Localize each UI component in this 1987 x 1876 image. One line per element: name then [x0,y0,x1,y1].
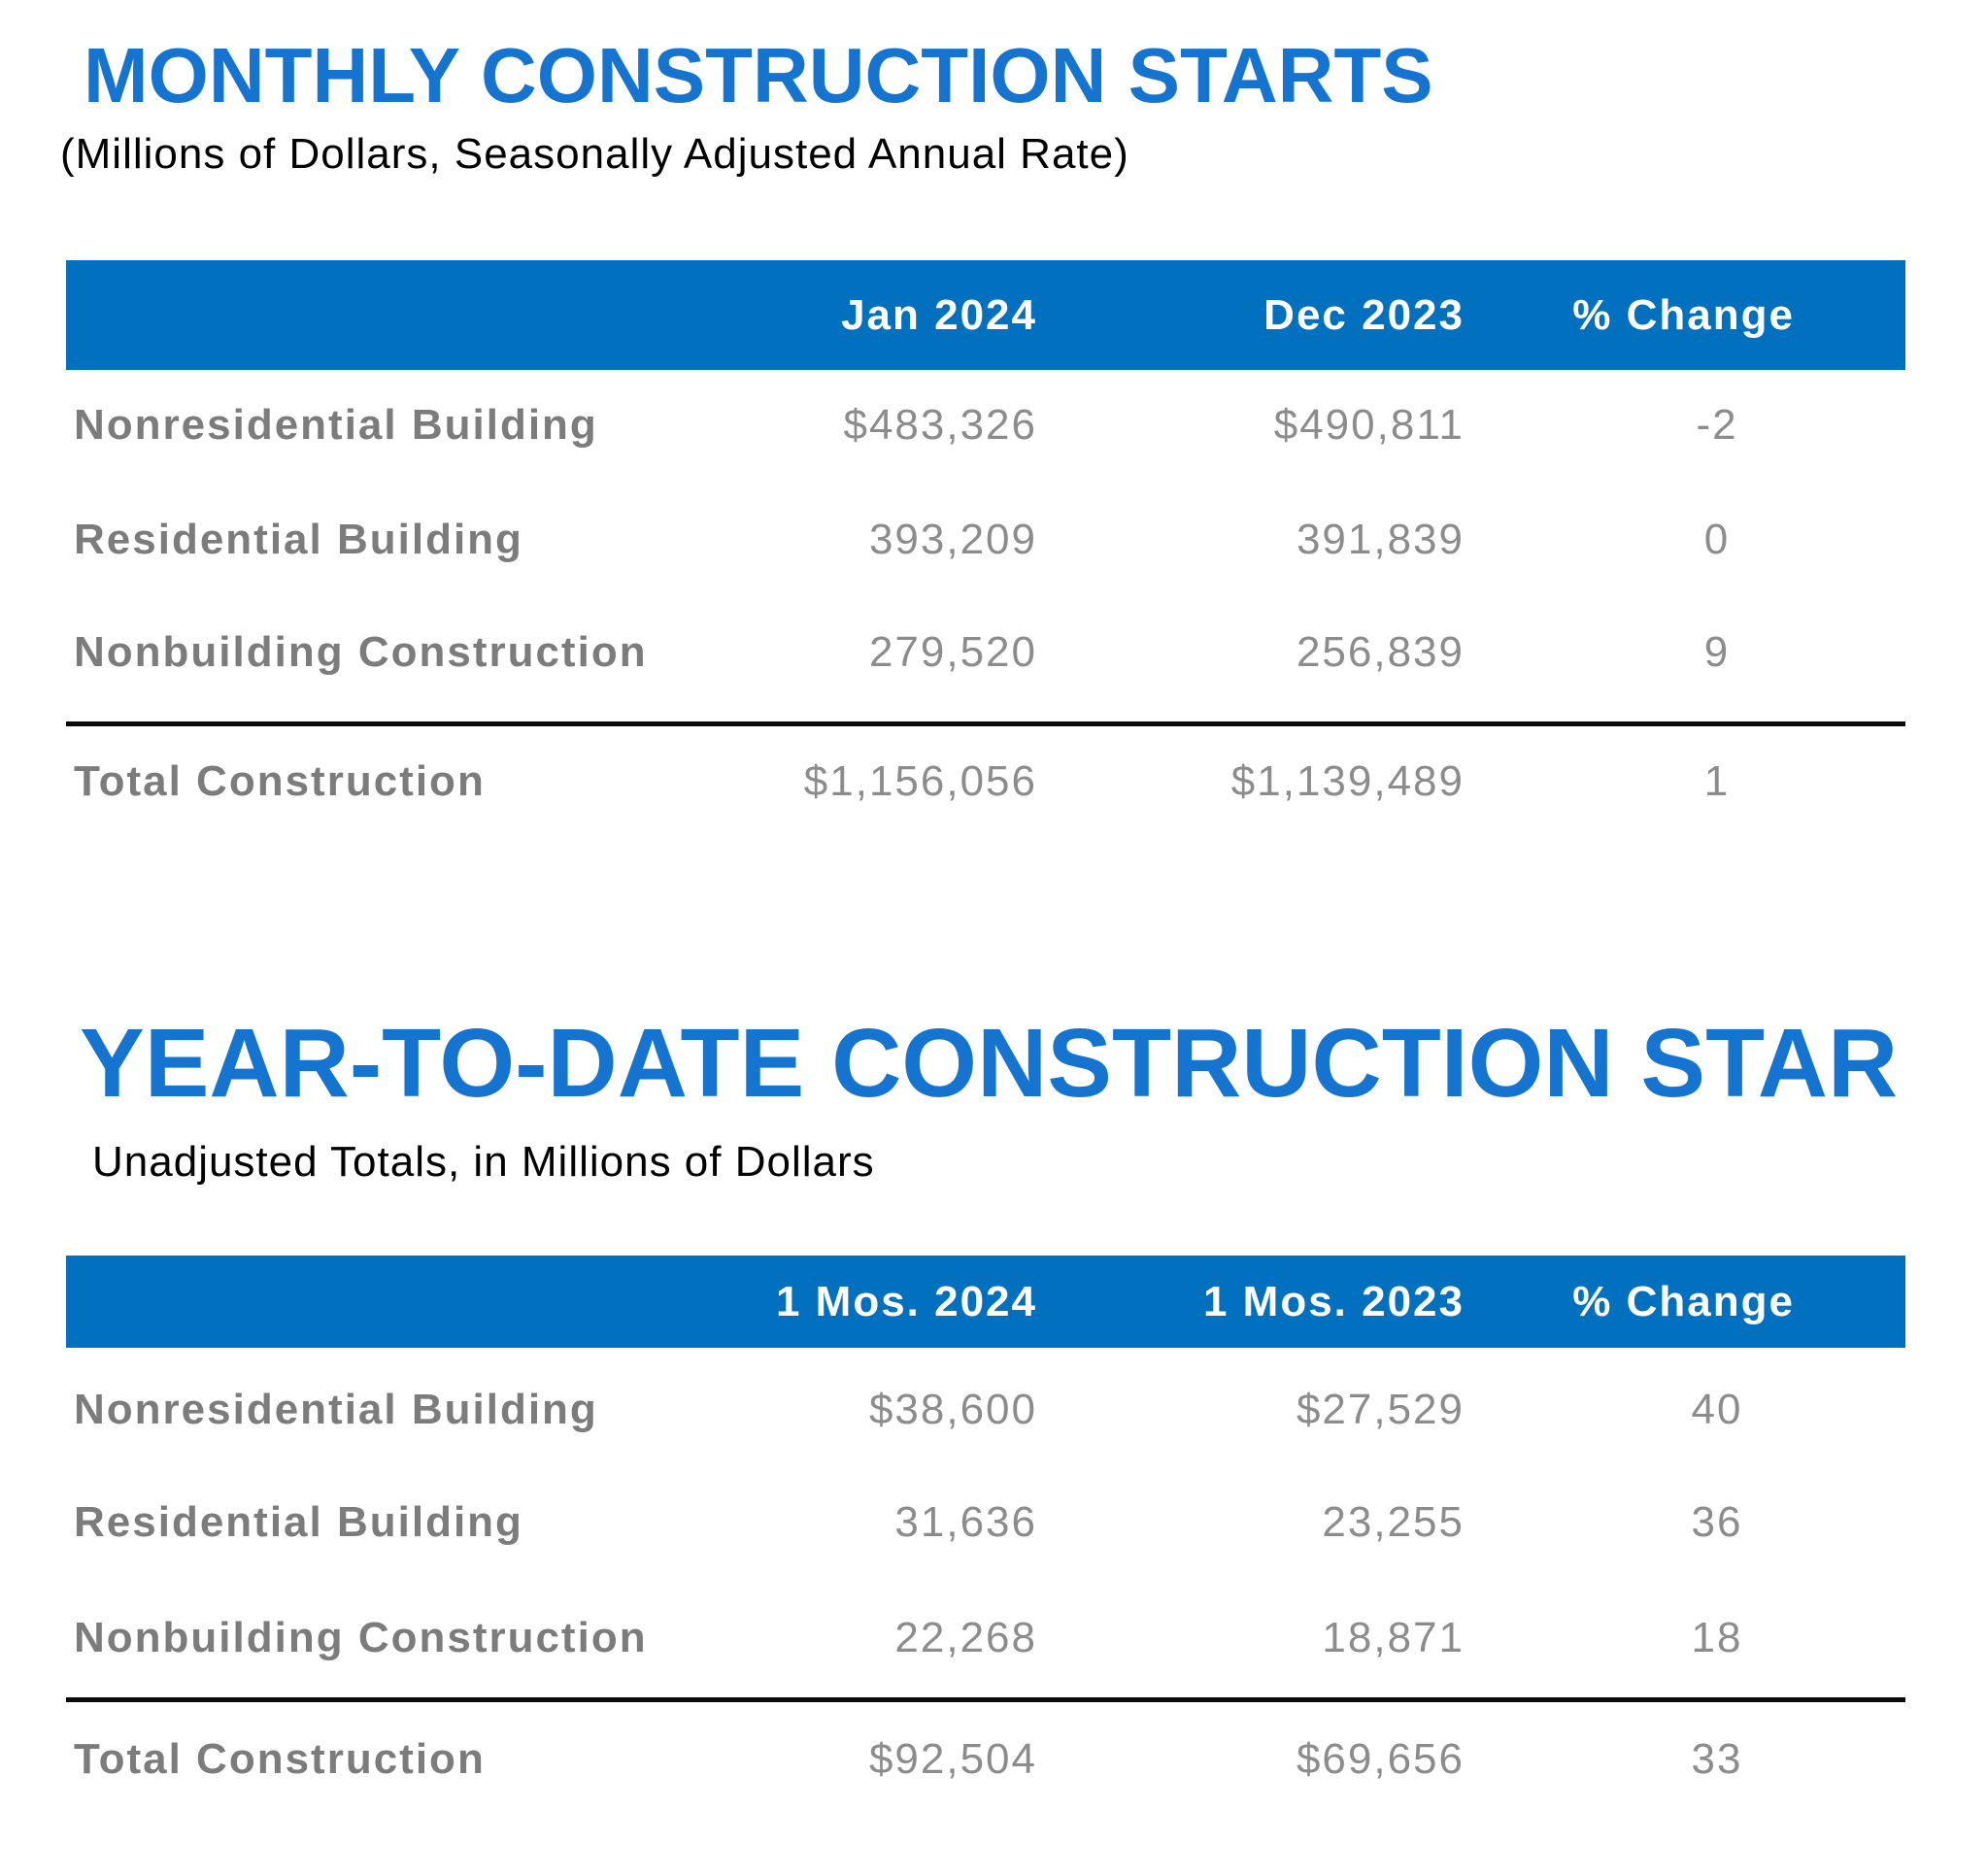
ytd-title: YEAR-TO-DATE CONSTRUCTION STAR [80,1009,1899,1118]
row-pct-change: 36 [1691,1498,1743,1546]
table-row: Nonbuilding Construction 22,268 18,871 1… [66,1611,1905,1665]
row-pct-change: 0 [1703,516,1731,563]
row-current-value: $483,326 [843,401,1037,449]
total-current-value: $92,504 [868,1735,1037,1783]
table-row: Nonbuilding Construction 279,520 256,839… [66,625,1905,680]
total-label: Total Construction [74,1735,486,1783]
monthly-title: MONTHLY CONSTRUCTION STARTS [84,32,1433,118]
row-label: Residential Building [74,516,523,563]
row-label: Nonbuilding Construction [74,628,648,676]
row-pct-change: 40 [1691,1386,1743,1433]
total-row: Total Construction $1,156,056 $1,139,489… [66,754,1905,809]
row-current-value: $38,600 [868,1386,1037,1433]
total-pct-change: 1 [1703,757,1731,805]
row-label: Nonresidential Building [74,401,598,449]
ytd-subtitle: Unadjusted Totals, in Millions of Dollar… [92,1138,875,1186]
table-row: Nonresidential Building $483,326 $490,81… [66,398,1905,452]
monthly-col-previous: Dec 2023 [1263,291,1465,339]
table-row: Residential Building 393,209 391,839 0 [66,513,1905,567]
row-previous-value: 23,255 [1322,1498,1465,1546]
ytd-col-change: % Change [1572,1278,1795,1325]
row-previous-value: 18,871 [1322,1614,1465,1661]
total-row: Total Construction $92,504 $69,656 33 [66,1732,1905,1787]
row-current-value: 31,636 [894,1498,1037,1546]
monthly-subtitle: (Millions of Dollars, Seasonally Adjuste… [60,130,1129,178]
total-divider-line [66,721,1905,726]
ytd-col-previous: 1 Mos. 2023 [1202,1278,1465,1325]
total-pct-change: 33 [1691,1735,1743,1783]
table-row: Nonresidential Building $38,600 $27,529 … [66,1383,1905,1437]
row-label: Nonbuilding Construction [74,1614,648,1661]
total-label: Total Construction [74,757,486,805]
total-previous-value: $1,139,489 [1230,757,1465,805]
monthly-header-bar: Jan 2024 Dec 2023 % Change [66,260,1905,370]
row-current-value: 22,268 [894,1614,1037,1661]
row-current-value: 393,209 [868,516,1037,563]
total-previous-value: $69,656 [1296,1735,1465,1783]
row-pct-change: 9 [1703,628,1731,676]
row-current-value: 279,520 [868,628,1037,676]
ytd-col-current: 1 Mos. 2024 [775,1278,1037,1325]
row-previous-value: 391,839 [1296,516,1465,563]
ytd-title-clip: YEAR-TO-DATE CONSTRUCTION STAR [80,998,1919,1128]
row-previous-value: $27,529 [1296,1386,1465,1433]
row-pct-change: 18 [1691,1614,1743,1661]
table-row: Residential Building 31,636 23,255 36 [66,1495,1905,1550]
monthly-col-current: Jan 2024 [841,291,1037,339]
row-label: Residential Building [74,1498,523,1546]
row-pct-change: -2 [1696,401,1738,449]
row-previous-value: $490,811 [1273,401,1465,449]
total-divider-line [66,1697,1905,1702]
row-label: Nonresidential Building [74,1386,598,1433]
row-previous-value: 256,839 [1296,628,1465,676]
total-current-value: $1,156,056 [803,757,1037,805]
ytd-header-bar: 1 Mos. 2024 1 Mos. 2023 % Change [66,1256,1905,1348]
monthly-col-change: % Change [1572,291,1795,339]
